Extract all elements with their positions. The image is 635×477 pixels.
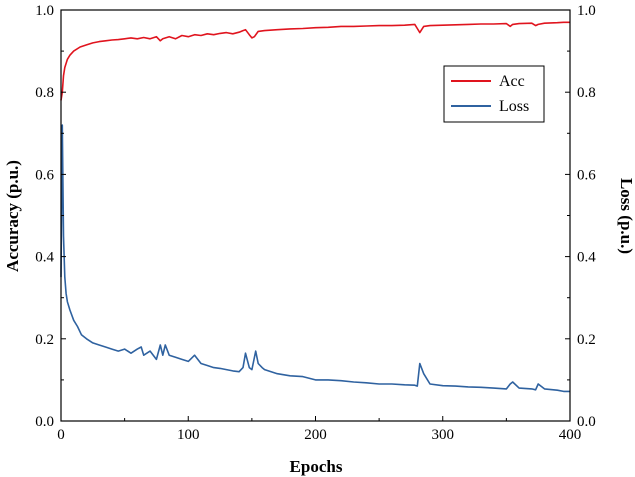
y-left-tick-label: 1.0 [35, 3, 54, 19]
y-axis-right-title: Loss (p.u.) [617, 178, 635, 254]
legend-loss-label: Loss [499, 98, 529, 115]
legend-box [443, 65, 545, 123]
y-left-tick-label: 0.4 [35, 250, 54, 266]
y-right-tick-label: 0.4 [577, 250, 596, 266]
legend: Acc Loss [443, 65, 545, 123]
series-layer [60, 21, 570, 393]
x-tick-label: 0 [57, 427, 65, 443]
x-tick-label: 200 [304, 427, 327, 443]
labels-layer: Epochs Accuracy (p.u.) Loss (p.u.) [3, 160, 635, 476]
x-axis-title: Epochs [290, 457, 343, 476]
series-line-acc [60, 21, 570, 101]
y-right-tick-label: 0.6 [577, 167, 596, 183]
y-right-tick-label: 1.0 [577, 3, 596, 19]
axes-layer: 0 100 200 300 4000.00.20.40.60.81.00.00.20.4… [35, 3, 596, 443]
x-tick-label: 300 [432, 427, 455, 443]
y-right-tick-label: 0.8 [577, 85, 596, 101]
y-axis-left-title: Accuracy (p.u.) [3, 160, 22, 272]
y-left-tick-label: 0.2 [35, 332, 54, 348]
y-left-tick-label: 0.8 [35, 85, 54, 101]
y-left-tick-label: 0.6 [35, 167, 54, 183]
y-left-tick-label: 0.0 [35, 414, 54, 430]
y-right-tick-label: 0.2 [577, 332, 596, 348]
x-tick-label: 400 [559, 427, 582, 443]
x-tick-label: 100 [177, 427, 200, 443]
series-line-loss [60, 124, 570, 393]
legend-acc-label: Acc [499, 73, 525, 90]
y-right-tick-label: 0.0 [577, 414, 596, 430]
